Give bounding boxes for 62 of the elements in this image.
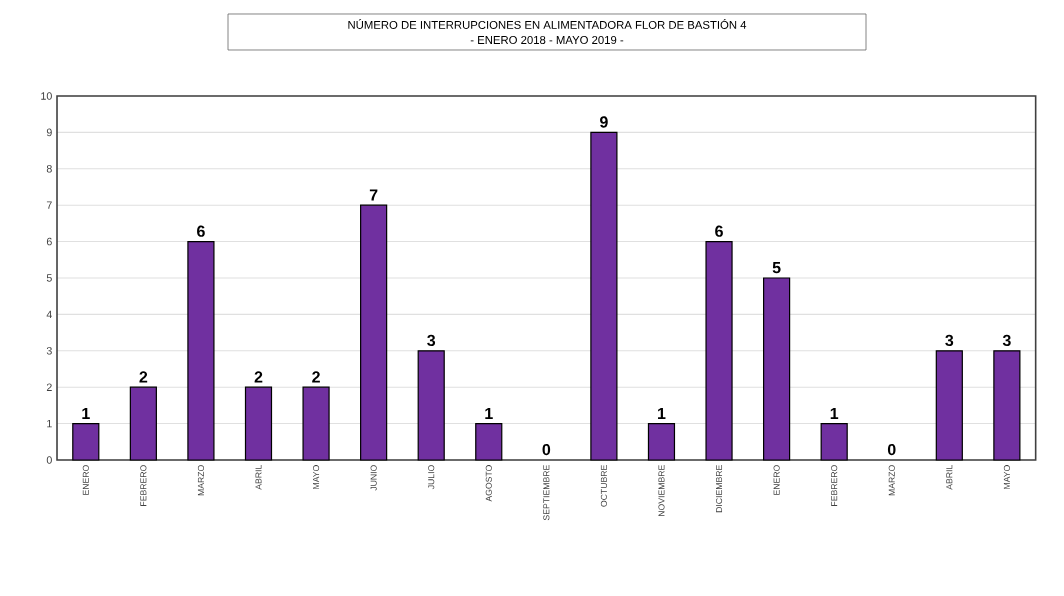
bar <box>417 350 445 461</box>
bar <box>244 386 273 461</box>
x-tick-label: JUNIO <box>370 465 377 491</box>
data-label: 0 <box>887 443 896 456</box>
y-tick-label: 2 <box>46 383 52 391</box>
data-label: 3 <box>945 334 954 347</box>
x-tick-label: NOVIEMBRE <box>658 465 665 516</box>
x-tick-label: DICIEMBRE <box>715 465 723 513</box>
y-tick-label: 5 <box>46 274 52 282</box>
data-label: 7 <box>369 189 378 201</box>
y-tick-label: 7 <box>46 201 52 209</box>
y-tick-label: 3 <box>46 347 52 355</box>
bar <box>590 131 618 461</box>
x-tick-label: FEBRERO <box>831 465 838 506</box>
x-tick-label: ABRIL <box>255 464 262 490</box>
y-tick-label: 8 <box>46 165 52 173</box>
data-label: 2 <box>139 371 148 383</box>
bar <box>475 422 503 461</box>
data-label: 1 <box>82 407 90 419</box>
data-label: 9 <box>600 116 608 128</box>
chart-title: NÚMERO DE INTERRUPCIONES EN ALIMENTADORA FLOR DE BASTIÓN 4 <box>348 19 747 29</box>
data-label: 2 <box>312 371 320 383</box>
data-label: 1 <box>485 407 493 419</box>
bar <box>187 240 215 461</box>
x-tick-label: AGOSTO <box>485 465 492 502</box>
data-label: 2 <box>254 371 263 383</box>
data-label: 3 <box>1002 334 1011 347</box>
y-tick-label: 6 <box>46 237 52 246</box>
bar <box>705 240 733 461</box>
y-tick-label: 0 <box>46 456 52 464</box>
data-label: 1 <box>658 407 666 419</box>
x-tick-label: SEPTIEMBRE <box>543 465 550 521</box>
bar <box>763 277 791 461</box>
data-label: 6 <box>715 225 723 237</box>
y-tick-label: 4 <box>46 310 52 319</box>
bar <box>820 422 848 461</box>
y-tick-label: 10 <box>41 92 52 100</box>
data-label: 3 <box>427 334 436 347</box>
x-tick-label: MAYO <box>313 465 320 489</box>
bar <box>129 386 157 461</box>
bar <box>302 386 330 461</box>
x-tick-label: JULIO <box>428 465 435 490</box>
bar <box>647 422 676 461</box>
bar <box>72 422 100 461</box>
x-tick-label: MARZO <box>888 465 895 496</box>
chart-subtitle: - ENERO 2018 - MAYO 2019 - <box>470 35 624 44</box>
bar <box>993 350 1021 461</box>
data-label: 1 <box>830 407 839 419</box>
data-label: 5 <box>772 262 781 274</box>
bar <box>935 350 963 461</box>
data-label: 6 <box>197 225 205 237</box>
x-tick-label: MAYO <box>1003 465 1010 489</box>
y-tick-label: 1 <box>47 419 52 428</box>
x-tick-label: ABRIL <box>946 464 953 490</box>
x-tick-label: ENERO <box>773 465 780 495</box>
x-tick-label: MARZO <box>197 465 204 496</box>
bar <box>360 204 388 461</box>
x-tick-label: ENERO <box>82 465 89 495</box>
x-tick-label: FEBRERO <box>140 465 147 506</box>
data-label: 0 <box>542 443 551 456</box>
x-tick-label: OCTUBRE <box>600 465 607 507</box>
y-tick-label: 9 <box>46 128 52 137</box>
